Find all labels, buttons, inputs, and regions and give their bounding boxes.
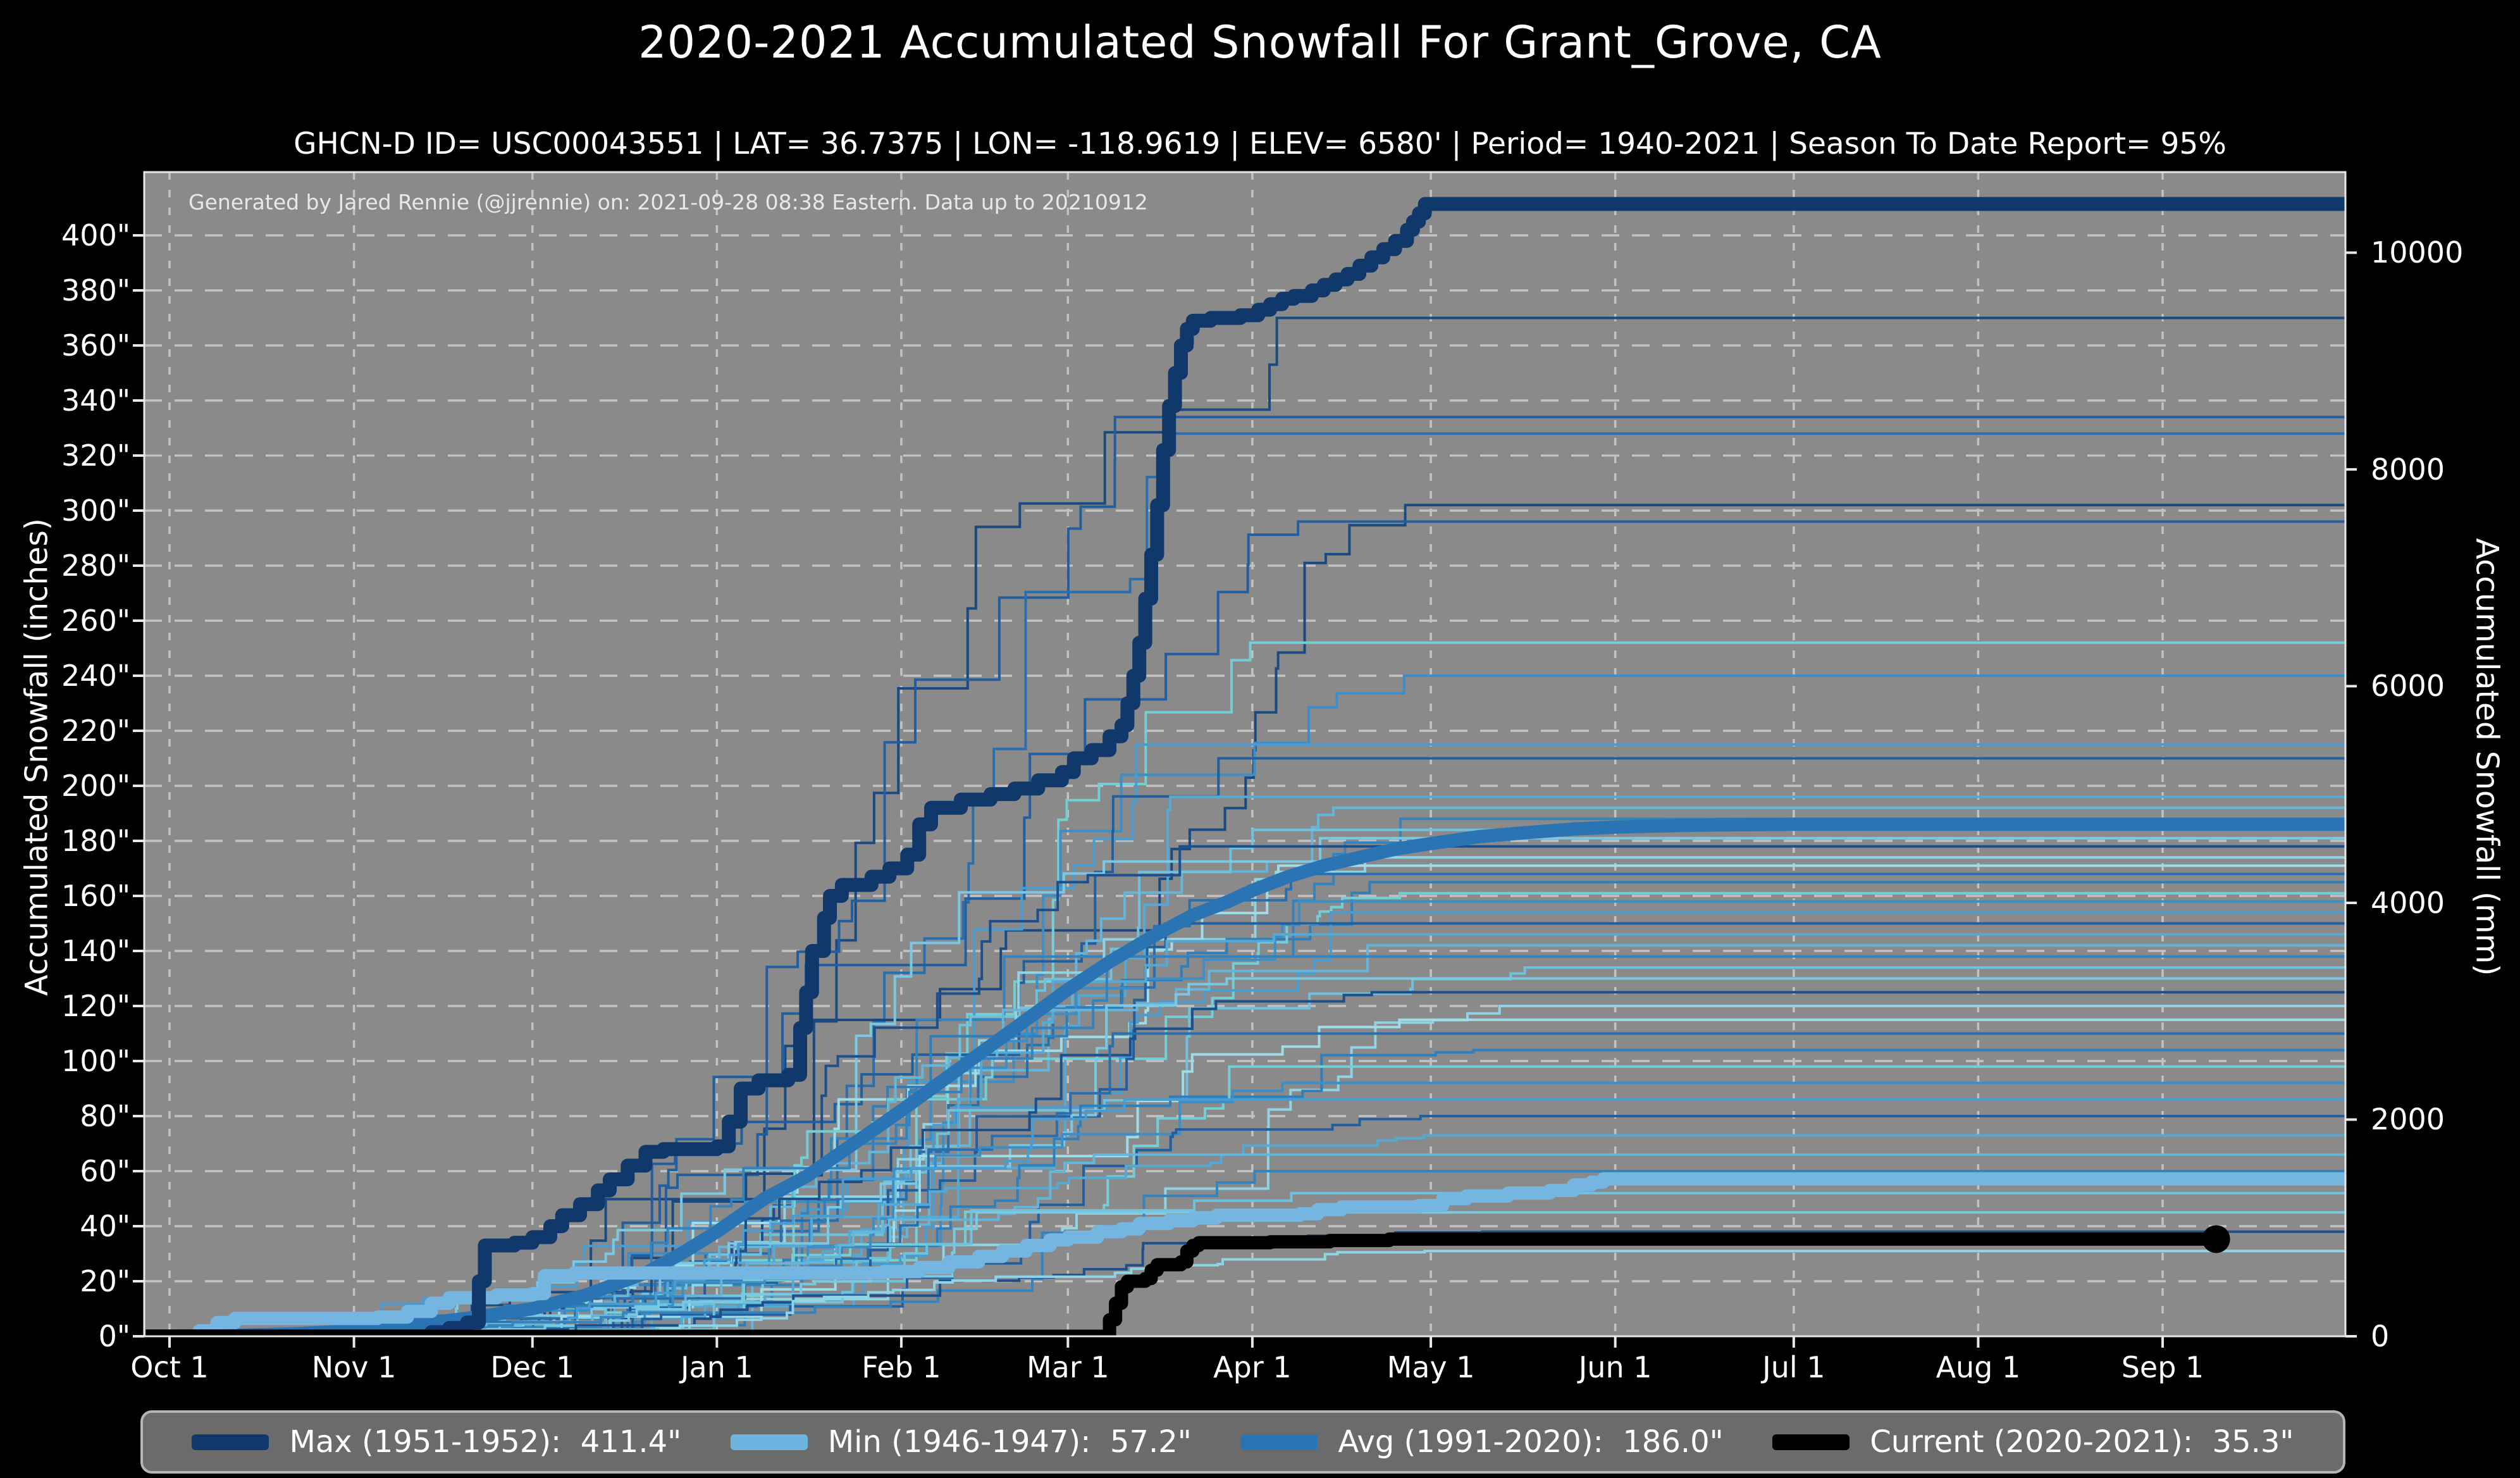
y-tick-label-inches: 240" (61, 659, 130, 693)
legend-swatch (730, 1434, 808, 1450)
plot-border (143, 171, 2347, 1338)
y-tick-label-inches: 380" (61, 273, 130, 307)
y-tick-label-inches: 120" (61, 989, 130, 1023)
y-axis-label-inches: Accumulated Snowfall (inches) (18, 518, 55, 996)
x-tick-label: Mar 1 (1026, 1350, 1109, 1384)
y-tick-label-inches: 60" (80, 1154, 130, 1188)
attribution-text: Generated by Jared Rennie (@jjrennie) on… (188, 190, 1148, 214)
y-tick-label-inches: 280" (61, 549, 130, 583)
legend-label: Min (1946-1947): 57.2" (827, 1424, 1192, 1460)
current-end-dot (2202, 1225, 2230, 1253)
y-tick-label-mm: 10000 (2371, 235, 2464, 270)
y-tick-label-inches: 160" (61, 879, 130, 913)
x-tick-label: Jun 1 (1578, 1350, 1652, 1384)
historical-year-line (145, 1018, 2345, 1336)
y-tick-label-inches: 80" (80, 1099, 130, 1133)
plot-content (144, 172, 2345, 1336)
y-tick-label-mm: 4000 (2371, 885, 2445, 920)
max-line (145, 197, 2345, 1336)
y-tick-label-inches: 360" (61, 328, 130, 363)
historical-year-line (145, 520, 2345, 1336)
x-tick-label: May 1 (1387, 1350, 1475, 1384)
historical-year-line (145, 1005, 2345, 1336)
axis-ticks (133, 234, 2357, 1348)
min-line (145, 1172, 2345, 1336)
x-tick-label: Jan 1 (680, 1350, 753, 1384)
legend-item: Avg (1991-2020): 186.0" (1240, 1424, 1724, 1460)
legend-swatch (1772, 1434, 1850, 1450)
historical-year-line (145, 743, 2345, 1336)
y-tick-label-inches: 320" (61, 438, 130, 473)
y-tick-label-inches: 220" (61, 714, 130, 748)
x-tick-label: Apr 1 (1213, 1350, 1292, 1384)
x-tick-label: Oct 1 (130, 1350, 209, 1384)
y-tick-label-mm: 0 (2371, 1319, 2390, 1353)
y-tick-label-inches: 0" (98, 1319, 130, 1353)
y-tick-label-inches: 260" (61, 604, 130, 638)
historical-year-line (145, 1170, 2345, 1336)
y-tick-label-mm: 6000 (2371, 669, 2445, 704)
legend: Max (1951-1952): 411.4" Min (1946-1947): … (140, 1410, 2345, 1474)
plot-area (144, 172, 2345, 1336)
historical-year-line (145, 757, 2345, 1336)
x-tick-label: Aug 1 (1936, 1350, 2021, 1384)
y-axis-label-mm: Accumulated Snowfall (mm) (2469, 538, 2505, 976)
avg-line (145, 817, 2345, 1336)
y-tick-label-inches: 180" (61, 824, 130, 858)
page-title: 2020-2021 Accumulated Snowfall For Grant… (638, 16, 1882, 68)
gridlines (144, 172, 2345, 1336)
legend-swatch (1240, 1434, 1318, 1450)
y-tick-label-inches: 300" (61, 494, 130, 528)
historical-year-line (145, 955, 2345, 1336)
historical-year-line (145, 1098, 2345, 1336)
y-tick-label-inches: 20" (80, 1264, 130, 1298)
y-tick-label-mm: 2000 (2371, 1102, 2445, 1137)
y-tick-label-inches: 340" (61, 383, 130, 418)
legend-item: Min (1946-1947): 57.2" (730, 1424, 1192, 1460)
y-tick-label-inches: 40" (80, 1209, 130, 1243)
x-tick-label: Nov 1 (311, 1350, 397, 1384)
legend-item: Current (2020-2021): 35.3" (1772, 1424, 2294, 1460)
y-tick-label-inches: 400" (61, 218, 130, 252)
y-tick-label-inches: 200" (61, 769, 130, 803)
station-metadata-subtitle: GHCN-D ID= USC00043551 | LAT= 36.7375 | … (293, 127, 2227, 161)
x-tick-label: Feb 1 (862, 1350, 941, 1384)
y-tick-label-inches: 100" (61, 1044, 130, 1078)
legend-label: Current (2020-2021): 35.3" (1870, 1424, 2294, 1460)
x-tick-label: Jul 1 (1762, 1350, 1825, 1384)
legend-swatch (192, 1434, 269, 1450)
x-tick-label: Sep 1 (2121, 1350, 2204, 1384)
y-tick-label-inches: 140" (61, 934, 130, 968)
historical-year-line (145, 817, 2345, 1336)
historical-year-line (145, 836, 2345, 1336)
y-tick-label-mm: 8000 (2371, 452, 2445, 487)
x-tick-label: Dec 1 (490, 1350, 575, 1384)
current-line (145, 1232, 2216, 1336)
legend-label: Avg (1991-2020): 186.0" (1338, 1424, 1724, 1460)
legend-label: Max (1951-1952): 411.4" (289, 1424, 682, 1460)
legend-item: Max (1951-1952): 411.4" (192, 1424, 681, 1460)
